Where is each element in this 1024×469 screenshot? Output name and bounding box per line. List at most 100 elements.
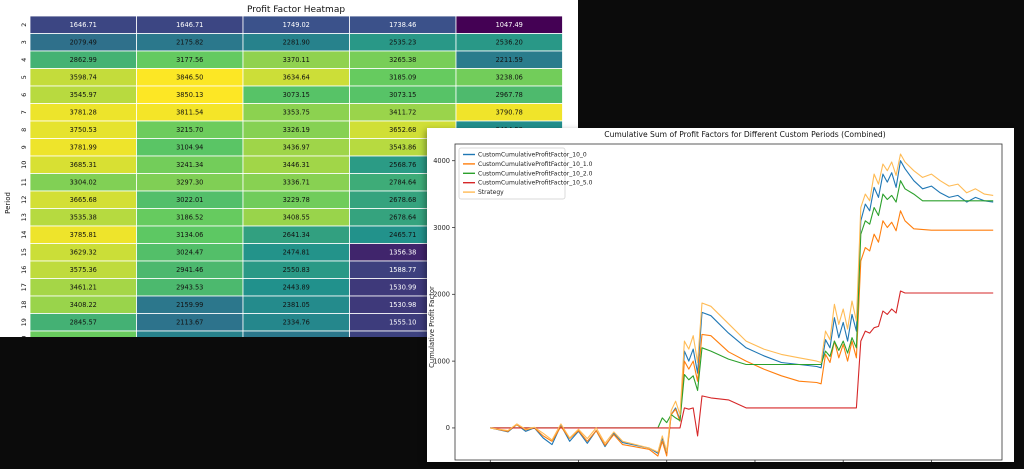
heatmap-cell-value: 3634.64: [283, 74, 310, 82]
heatmap-cell-value: 3598.74: [70, 74, 97, 82]
heatmap-cell-value: 3185.09: [389, 74, 416, 82]
line-chart-title: Cumulative Sum of Profit Factors for Dif…: [604, 130, 885, 139]
heatmap-cell-value: 2279.26: [176, 336, 203, 337]
heatmap-cell-value: 3629.32: [70, 249, 97, 257]
heatmap-row-label: 7: [20, 110, 28, 114]
heatmap-cell-value: 2474.81: [283, 249, 310, 257]
heatmap-cell-value: 3575.36: [70, 266, 97, 274]
heatmap-row-label: 3: [20, 40, 28, 44]
heatmap-cell-value: 3846.50: [176, 74, 203, 82]
heatmap-cell-value: 3543.86: [389, 144, 416, 152]
series-lines: [490, 153, 994, 457]
heatmap-cell-value: 2941.46: [176, 266, 203, 274]
heatmap-cell-value: 2845.57: [70, 319, 97, 327]
heatmap-cell-value: 3238.06: [496, 74, 523, 82]
heatmap-cell-value: 3134.06: [176, 231, 203, 239]
heatmap-cell-value: 3297.30: [176, 179, 203, 187]
heatmap-cell-value: 3370.11: [283, 56, 310, 64]
series-line: [490, 210, 994, 457]
legend-box: [458, 147, 566, 200]
series-line: [490, 153, 994, 453]
heatmap-cell-value: 2443.89: [283, 284, 310, 292]
heatmap-cell-value: 2943.53: [176, 284, 203, 292]
heatmap-cell-value: 1749.02: [283, 21, 310, 29]
heatmap-cell-value: 1530.99: [389, 284, 416, 292]
heatmap-cell-value: 1356.38: [389, 249, 416, 257]
legend-label: CustomCumulativeProfitFactor_10_0: [478, 152, 587, 159]
heatmap-y-axis-label: Period: [4, 192, 12, 214]
heatmap-cell-value: 2550.83: [283, 266, 310, 274]
heatmap-cell-value: 3781.28: [70, 109, 97, 117]
heatmap-cell-value: 3104.94: [176, 144, 203, 152]
y-tick-label: 2000: [433, 291, 450, 299]
heatmap-cell-value: 1646.71: [70, 21, 97, 29]
heatmap-cell-value: 2175.82: [176, 39, 203, 47]
heatmap-cell-value: 3652.68: [389, 126, 416, 134]
heatmap-cell-value: 3850.13: [176, 91, 203, 99]
heatmap-cell-value: 2159.99: [176, 301, 203, 309]
heatmap-cell-value: 3446.31: [283, 161, 310, 169]
heatmap-cell-value: 2334.76: [283, 319, 310, 327]
y-tick-label: 1000: [433, 357, 450, 365]
line-chart: Cumulative Sum of Profit Factors for Dif…: [428, 130, 1003, 469]
heatmap-cell-value: 3781.99: [70, 144, 97, 152]
heatmap-cell-value: 1530.98: [389, 301, 416, 309]
heatmap-cell-value: 3461.21: [70, 284, 97, 292]
line-chart-y-axis-label: Cumulative Profit Factor: [428, 286, 436, 368]
heatmap-row-label: 14: [20, 231, 28, 239]
series-line: [490, 160, 994, 454]
legend: CustomCumulativeProfitFactor_10_0 CustomC…: [458, 147, 593, 200]
heatmap-cell-value: 2535.23: [389, 39, 416, 47]
heatmap-cell-value: 2381.05: [283, 301, 310, 309]
heatmap-title: Profit Factor Heatmap: [247, 5, 345, 15]
heatmap-cell-value: 1047.49: [496, 21, 523, 29]
heatmap-cell-value: 2678.64: [389, 214, 416, 222]
heatmap-row-label: 12: [20, 196, 28, 204]
line-chart-panel: Cumulative Sum of Profit Factors for Dif…: [427, 128, 1014, 469]
heatmap-cell-value: 3177.56: [176, 56, 203, 64]
legend-label: CustomCumulativeProfitFactor_10_1.0: [478, 161, 593, 168]
heatmap-cell-value: 2862.99: [70, 56, 97, 64]
heatmap-cell-value: 2536.20: [496, 39, 523, 47]
series-line: [490, 180, 994, 429]
heatmap-cell-value: 3265.38: [389, 56, 416, 64]
legend-label: Strategy: [478, 189, 504, 196]
heatmap-row-label: 6: [20, 93, 28, 97]
heatmap-cell-value: 3353.75: [283, 109, 310, 117]
heatmap-row-label: 13: [20, 213, 28, 221]
heatmap-row-label: 15: [20, 248, 28, 256]
heatmap-row-label: 20: [20, 336, 28, 337]
heatmap-cell-value: 3186.52: [176, 214, 203, 222]
legend-label: CustomCumulativeProfitFactor_10_2.0: [478, 170, 593, 177]
heatmap-cell-value: 2967.78: [496, 91, 523, 99]
heatmap-row-label: 2: [20, 23, 28, 27]
heatmap-cell-value: 3811.54: [176, 109, 203, 117]
heatmap-cell-value: 1646.71: [176, 21, 203, 29]
plot-area-frame: [454, 143, 1003, 461]
heatmap-cell-value: 2079.49: [70, 39, 97, 47]
heatmap-row-label: 5: [20, 75, 28, 79]
heatmap-cell-value: 3750.53: [70, 126, 97, 134]
heatmap-row-label: 11: [20, 178, 28, 186]
heatmap-row-label: 8: [20, 128, 28, 132]
heatmap-cell-value: 3790.78: [496, 109, 523, 117]
y-tick-label: 3000: [433, 224, 450, 232]
heatmap-cell-value: 3785.81: [70, 231, 97, 239]
heatmap-row-label: 4: [20, 58, 28, 62]
heatmap-cell-value: 2678.68: [389, 196, 416, 204]
heatmap-cell-value: 3336.71: [283, 179, 310, 187]
heatmap-cell-value: 3436.97: [283, 144, 310, 152]
y-tick-label: 0: [446, 424, 450, 432]
heatmap-row-label: 19: [20, 318, 28, 326]
heatmap-cell-value: 3408.22: [70, 301, 97, 309]
heatmap-cell-value: 1588.77: [389, 266, 416, 274]
heatmap-cell-value: 3022.01: [176, 196, 203, 204]
heatmap-cell-value: 1555.10: [389, 319, 416, 327]
heatmap-row-label: 17: [20, 283, 28, 291]
heatmap-cell-value: 3665.68: [70, 196, 97, 204]
heatmap-cell-value: 3024.47: [176, 249, 203, 257]
heatmap-row-label: 10: [20, 161, 28, 169]
heatmap-cell-value: 3408.55: [283, 214, 310, 222]
heatmap-cell-value: 2784.64: [389, 179, 416, 187]
heatmap-cell-value: 3241.34: [176, 161, 203, 169]
